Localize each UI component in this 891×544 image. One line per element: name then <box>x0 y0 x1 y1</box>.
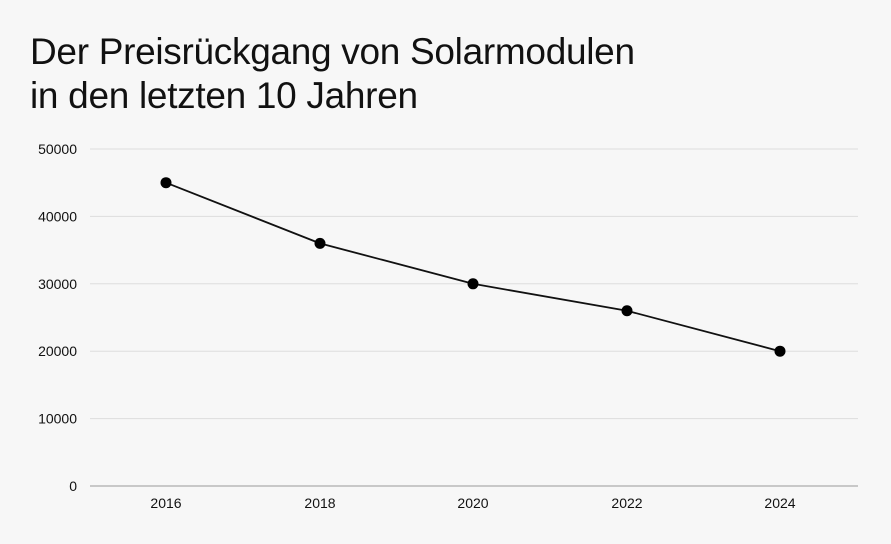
y-tick-label: 40000 <box>38 208 77 224</box>
chart-title: Der Preisrückgang von Solarmodulen in de… <box>30 30 635 118</box>
data-point <box>160 177 172 189</box>
x-tick-labels: 2016 2018 2020 2022 2024 <box>150 495 795 511</box>
y-tick-label: 0 <box>69 478 77 494</box>
chart-title-line-1: Der Preisrückgang von Solarmodulen <box>30 31 635 72</box>
y-tick-label: 10000 <box>38 411 77 427</box>
y-tick-label: 50000 <box>38 141 77 157</box>
series-line-group <box>165 181 781 353</box>
x-tick-label: 2018 <box>304 495 335 511</box>
data-point <box>621 305 633 317</box>
x-tick-label: 2020 <box>457 495 488 511</box>
data-point <box>467 278 479 290</box>
chart-title-line-2: in den letzten 10 Jahren <box>30 75 418 116</box>
y-tick-label: 30000 <box>38 276 77 292</box>
x-tick-label: 2022 <box>611 495 642 511</box>
x-tick-label: 2016 <box>150 495 181 511</box>
y-tick-labels: 0 10000 20000 30000 40000 50000 <box>38 141 77 494</box>
x-tick-label: 2024 <box>764 495 795 511</box>
series-line <box>165 181 781 353</box>
data-point <box>774 345 786 357</box>
y-tick-label: 20000 <box>38 343 77 359</box>
data-point <box>314 237 326 249</box>
data-points <box>160 177 786 357</box>
